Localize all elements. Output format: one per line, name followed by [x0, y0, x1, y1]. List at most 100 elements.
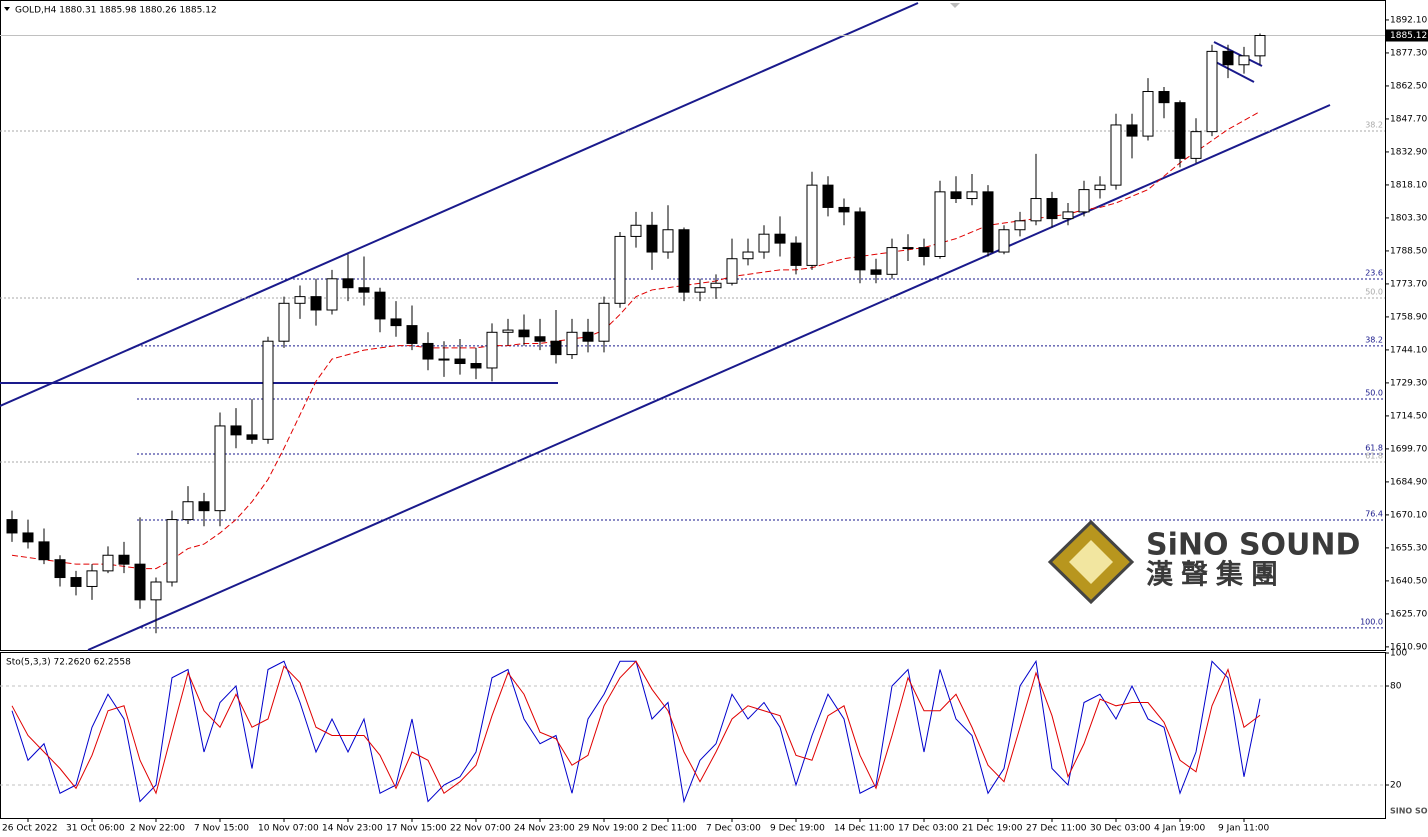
candle-body: [310, 296, 322, 311]
candle-body: [870, 269, 882, 275]
y-tick-label: 1744.10: [1390, 345, 1427, 355]
candle-body: [1062, 211, 1074, 220]
candle-body: [598, 302, 610, 342]
x-tick-label: 9 Dec 19:00: [770, 824, 825, 834]
candle-body: [1142, 91, 1154, 137]
candle-body: [134, 563, 146, 601]
fib-label: 61.8: [1365, 444, 1383, 453]
x-tick-label: 31 Oct 06:00: [66, 824, 125, 834]
candle-body: [1158, 91, 1170, 104]
y-tick-label: 1640.50: [1390, 576, 1427, 586]
channel-lower: [87, 104, 1331, 651]
candle-body: [1238, 55, 1250, 66]
candle-body: [150, 581, 162, 601]
fib-label: 61.8: [1365, 452, 1383, 461]
candle-body: [630, 224, 642, 237]
x-tick-label: 26 Oct 2022: [2, 824, 58, 834]
y-tick-label: 1625.70: [1390, 609, 1427, 619]
logo-inner: [1069, 540, 1113, 584]
candle-body: [838, 206, 850, 213]
candle-body: [582, 331, 594, 342]
y-tick-label: 1773.70: [1390, 279, 1427, 289]
candle-body: [1206, 50, 1218, 133]
candle-body: [1078, 189, 1090, 213]
y-tick-label: 80: [1390, 682, 1402, 692]
candle-body: [918, 247, 930, 257]
x-tick-label: 27 Dec 11:00: [1026, 824, 1087, 834]
candle-body: [54, 559, 66, 579]
candle-body: [374, 291, 386, 320]
candle-body: [1254, 35, 1266, 57]
candle-body: [966, 191, 978, 200]
x-tick-label: 14 Dec 11:00: [834, 824, 895, 834]
candle-body: [678, 229, 690, 293]
x-tick-label: 4 Jan 19:00: [1154, 824, 1206, 834]
candle-body: [454, 358, 466, 365]
flag-upper: [1213, 41, 1263, 67]
x-tick-label: 17 Nov 15:00: [386, 824, 447, 834]
candle-body: [198, 501, 210, 512]
y-tick-label: 1892.10: [1390, 15, 1427, 25]
candle-body: [950, 191, 962, 200]
candle-body: [774, 233, 786, 244]
stoch-panel: [0, 652, 1386, 819]
y-tick-label: 1670.10: [1390, 510, 1427, 520]
candle-body: [182, 501, 194, 521]
y-tick-label: 1684.90: [1390, 477, 1427, 487]
candle-body: [22, 532, 34, 543]
x-tick-label: 29 Nov 19:00: [578, 824, 639, 834]
candle-body: [230, 425, 242, 436]
candle-body: [38, 541, 50, 561]
candle-body: [710, 282, 722, 289]
candle-body: [1126, 124, 1138, 137]
candle-body: [86, 570, 98, 587]
candle-body: [1030, 198, 1042, 222]
fib-label: 38.2: [1365, 335, 1383, 344]
candle-body: [934, 191, 946, 257]
candle-body: [646, 224, 658, 253]
candle-body: [822, 184, 834, 208]
candle-body: [854, 211, 866, 271]
y-tick-label: 1877.30: [1390, 48, 1427, 58]
chart-title: GOLD,H4 1880.31 1885.98 1880.26 1885.12: [15, 6, 217, 16]
candle-body: [758, 233, 770, 253]
y-tick-label: 1729.30: [1390, 378, 1427, 388]
candle-body: [502, 329, 514, 333]
candle-body: [902, 247, 914, 250]
candle-body: [342, 278, 354, 289]
moving-average: [11, 111, 1261, 570]
candle-body: [726, 258, 738, 284]
candle-body: [390, 318, 402, 327]
candle-body: [742, 251, 754, 260]
y-tick-label: 1655.30: [1390, 543, 1427, 553]
trend-lines: [0, 2, 1331, 651]
watermark-name-zh: 漢聲集團: [1146, 559, 1286, 591]
candle-body: [470, 363, 482, 369]
candle-body: [662, 229, 674, 253]
y-tick-label: 1788.50: [1390, 246, 1427, 256]
channel-upper: [0, 2, 919, 407]
candle-body: [6, 519, 18, 534]
x-tick-label: 7 Dec 03:00: [706, 824, 761, 834]
candle-body: [566, 331, 578, 356]
candle-body: [246, 434, 258, 440]
candle-body: [262, 340, 274, 440]
candle-body: [422, 342, 434, 360]
y-tick-label: 100: [1390, 649, 1407, 659]
x-tick-label: 24 Nov 23:00: [514, 824, 575, 834]
candle-body: [694, 287, 706, 293]
candle-body: [294, 296, 306, 304]
candle-body: [1014, 220, 1026, 231]
candle-body: [438, 358, 450, 361]
last-price-label: 1885.12: [1390, 31, 1427, 41]
stoch-line: [11, 660, 1261, 795]
y-tick-label: 1818.10: [1390, 180, 1427, 190]
fib-label: 23.6: [1365, 269, 1383, 278]
shift-marker: [950, 3, 960, 8]
y-tick-label: 1803.30: [1390, 213, 1427, 223]
y-tick-label: 20: [1390, 781, 1402, 791]
candle-body: [118, 554, 130, 565]
fib-label: 50.0: [1365, 287, 1383, 296]
candle-body: [614, 235, 626, 304]
candle-body: [518, 329, 530, 338]
